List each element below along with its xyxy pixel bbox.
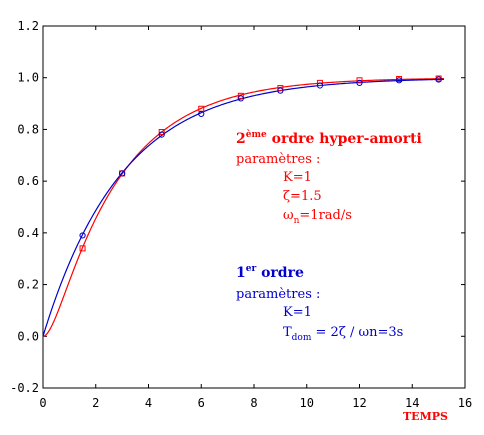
- annotation-first-order-tdom: Tdom = 2ζ / ωn=3s: [283, 325, 403, 343]
- marker-circle: [316, 82, 324, 89]
- annotation-first-order-title-main: 1: [236, 265, 246, 281]
- marker-circle: [198, 110, 205, 118]
- y-tick-label: 0.4: [17, 226, 39, 240]
- marker-square: [158, 129, 165, 136]
- x-tick-label: 12: [352, 396, 366, 410]
- annotation-first-order-title-rest: ordre: [256, 265, 304, 281]
- y-tick-label: 1.0: [17, 71, 39, 85]
- annotation-second-order-title-main: 2: [236, 131, 246, 147]
- annotation-first-order-params: paramètres :: [236, 287, 320, 302]
- marker-circle: [119, 170, 126, 177]
- annotation-second-order-params: paramètres :: [236, 152, 320, 167]
- marker-square: [316, 79, 323, 86]
- y-tick-label: 0.8: [17, 122, 39, 136]
- annotation-first-order: 1er ordre paramètres : K=1 Tdom = 2ζ / ω…: [236, 264, 403, 343]
- annotation-second-order: 2ème ordre hyper-amorti paramètres : K=1…: [236, 129, 422, 226]
- marker-circle: [79, 232, 86, 239]
- y-axis-ticks: -0.2 0.0 0.2 0.4 0.6 0.8 1.0 1.2: [10, 19, 465, 395]
- annotation-omega-value: =1rad/s: [299, 208, 352, 223]
- x-tick-label: 14: [405, 396, 419, 410]
- y-tick-label: 0.2: [17, 278, 39, 292]
- marker-circle: [395, 77, 403, 84]
- annotation-first-order-k: K=1: [283, 305, 312, 320]
- annotation-tdom-symbol: T: [283, 325, 292, 340]
- marker-square: [79, 245, 86, 252]
- x-tick-label: 6: [198, 396, 205, 410]
- marker-square: [356, 77, 363, 84]
- marker-circle: [237, 95, 244, 102]
- marker-circle: [158, 131, 165, 138]
- y-tick-label: 1.2: [17, 19, 39, 33]
- annotation-second-order-omega: ωn=1rad/s: [283, 208, 352, 226]
- markers-layer: [79, 75, 442, 252]
- annotation-first-order-title: 1er ordre: [236, 264, 304, 281]
- marker-circle: [356, 79, 363, 86]
- annotation-omega-symbol: ω: [283, 208, 294, 223]
- y-tick-label: -0.2: [10, 381, 39, 395]
- x-tick-label: 8: [250, 396, 257, 410]
- x-axis-label: TEMPS: [403, 410, 448, 423]
- annotation-tdom-value: = 2ζ / ωn=3s: [311, 325, 403, 340]
- marker-circle: [435, 76, 442, 83]
- x-tick-label: 4: [145, 396, 152, 410]
- annotation-second-order-zeta: ζ=1.5: [283, 189, 322, 204]
- marker-square: [277, 85, 284, 92]
- x-tick-label: 2: [92, 396, 99, 410]
- annotation-second-order-k: K=1: [283, 170, 312, 185]
- marker-square: [237, 92, 244, 99]
- annotation-second-order-title-rest: ordre hyper-amorti: [267, 131, 422, 147]
- x-tick-label: 16: [458, 396, 472, 410]
- annotation-second-order-title-sup: ème: [246, 129, 267, 140]
- x-tick-label: 0: [39, 396, 46, 410]
- annotation-first-order-title-sup: er: [246, 264, 257, 274]
- y-tick-label: 0.6: [17, 174, 39, 188]
- annotation-second-order-title: 2ème ordre hyper-amorti: [236, 129, 422, 147]
- annotation-tdom-subscript: dom: [292, 333, 312, 343]
- annotation-omega-subscript: n: [294, 216, 300, 226]
- x-axis-ticks: 0 2 4 6 8 10 12 14 16: [39, 26, 472, 410]
- marker-circle: [277, 87, 284, 94]
- x-tick-label: 10: [300, 396, 314, 410]
- y-tick-label: 0.0: [17, 329, 39, 343]
